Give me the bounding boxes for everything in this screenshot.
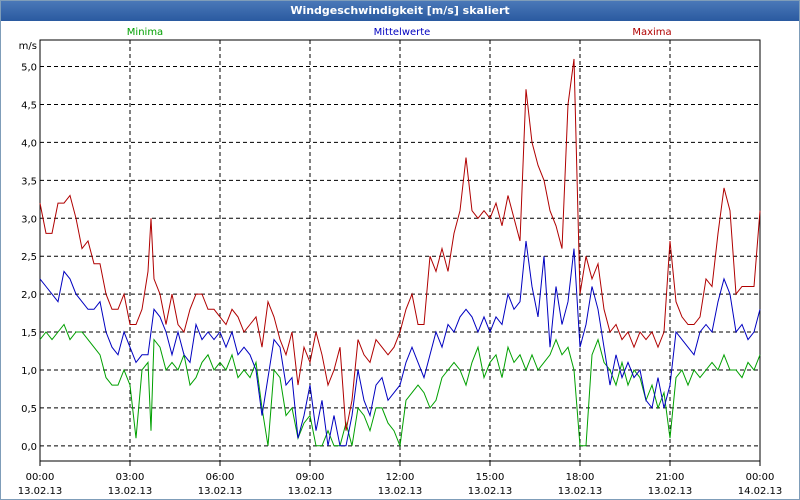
legend-minima: Minima	[127, 27, 163, 38]
y-tick-label: 5,0	[21, 63, 37, 74]
x-tick-date: 13.02.13	[468, 486, 513, 497]
x-tick-time: 18:00	[566, 472, 595, 483]
legend-maxima: Maxima	[632, 27, 671, 38]
x-tick-time: 00:00	[26, 472, 55, 483]
grid	[40, 40, 760, 461]
x-tick-time: 12:00	[386, 472, 415, 483]
x-tick-date: 13.02.13	[288, 486, 333, 497]
legend-mittelwerte: Mittelwerte	[374, 27, 431, 38]
x-tick-date: 13.02.13	[378, 486, 423, 497]
x-tick-date: 13.02.13	[18, 486, 63, 497]
y-axis-label: m/s	[19, 41, 37, 52]
y-tick-label: 4,0	[21, 138, 37, 149]
series-line-minima	[39, 323, 761, 448]
series-line-mittelwerte	[39, 240, 761, 447]
x-tick-date: 14.02.13	[738, 486, 783, 497]
labels: 0,0 0,5 1,0 1,5 2,0 2,5 3,0 3,5 4,0 4,5 5,0 m/s 00:0…	[18, 27, 783, 497]
x-tick-time: 06:00	[206, 472, 235, 483]
y-tick-label: 1,5	[21, 328, 37, 339]
axes	[39, 39, 761, 466]
y-tick-label: 2,0	[21, 290, 37, 301]
y-tick-label: 0,5	[21, 404, 37, 415]
x-tick-time: 03:00	[116, 472, 145, 483]
x-tick-time: 09:00	[296, 472, 325, 483]
x-tick-time: 15:00	[476, 472, 505, 483]
series-group	[39, 58, 761, 448]
y-tick-label: 4,5	[21, 100, 37, 111]
x-tick-date: 13.02.13	[198, 486, 243, 497]
series-line-maxima	[39, 58, 761, 431]
y-tick-label: 3,0	[21, 214, 37, 225]
x-tick-time: 00:00	[746, 472, 775, 483]
x-tick-date: 13.02.13	[108, 486, 153, 497]
chart-title: Windgeschwindigkeit [m/s] skaliert	[1, 1, 799, 21]
x-tick-time: 21:00	[656, 472, 685, 483]
x-tick-date: 13.02.13	[648, 486, 693, 497]
y-tick-label: 1,0	[21, 366, 37, 377]
x-tick-date: 13.02.13	[558, 486, 603, 497]
y-tick-label: 2,5	[21, 252, 37, 263]
y-tick-label: 3,5	[21, 176, 37, 187]
y-tick-label: 0,0	[21, 442, 37, 453]
